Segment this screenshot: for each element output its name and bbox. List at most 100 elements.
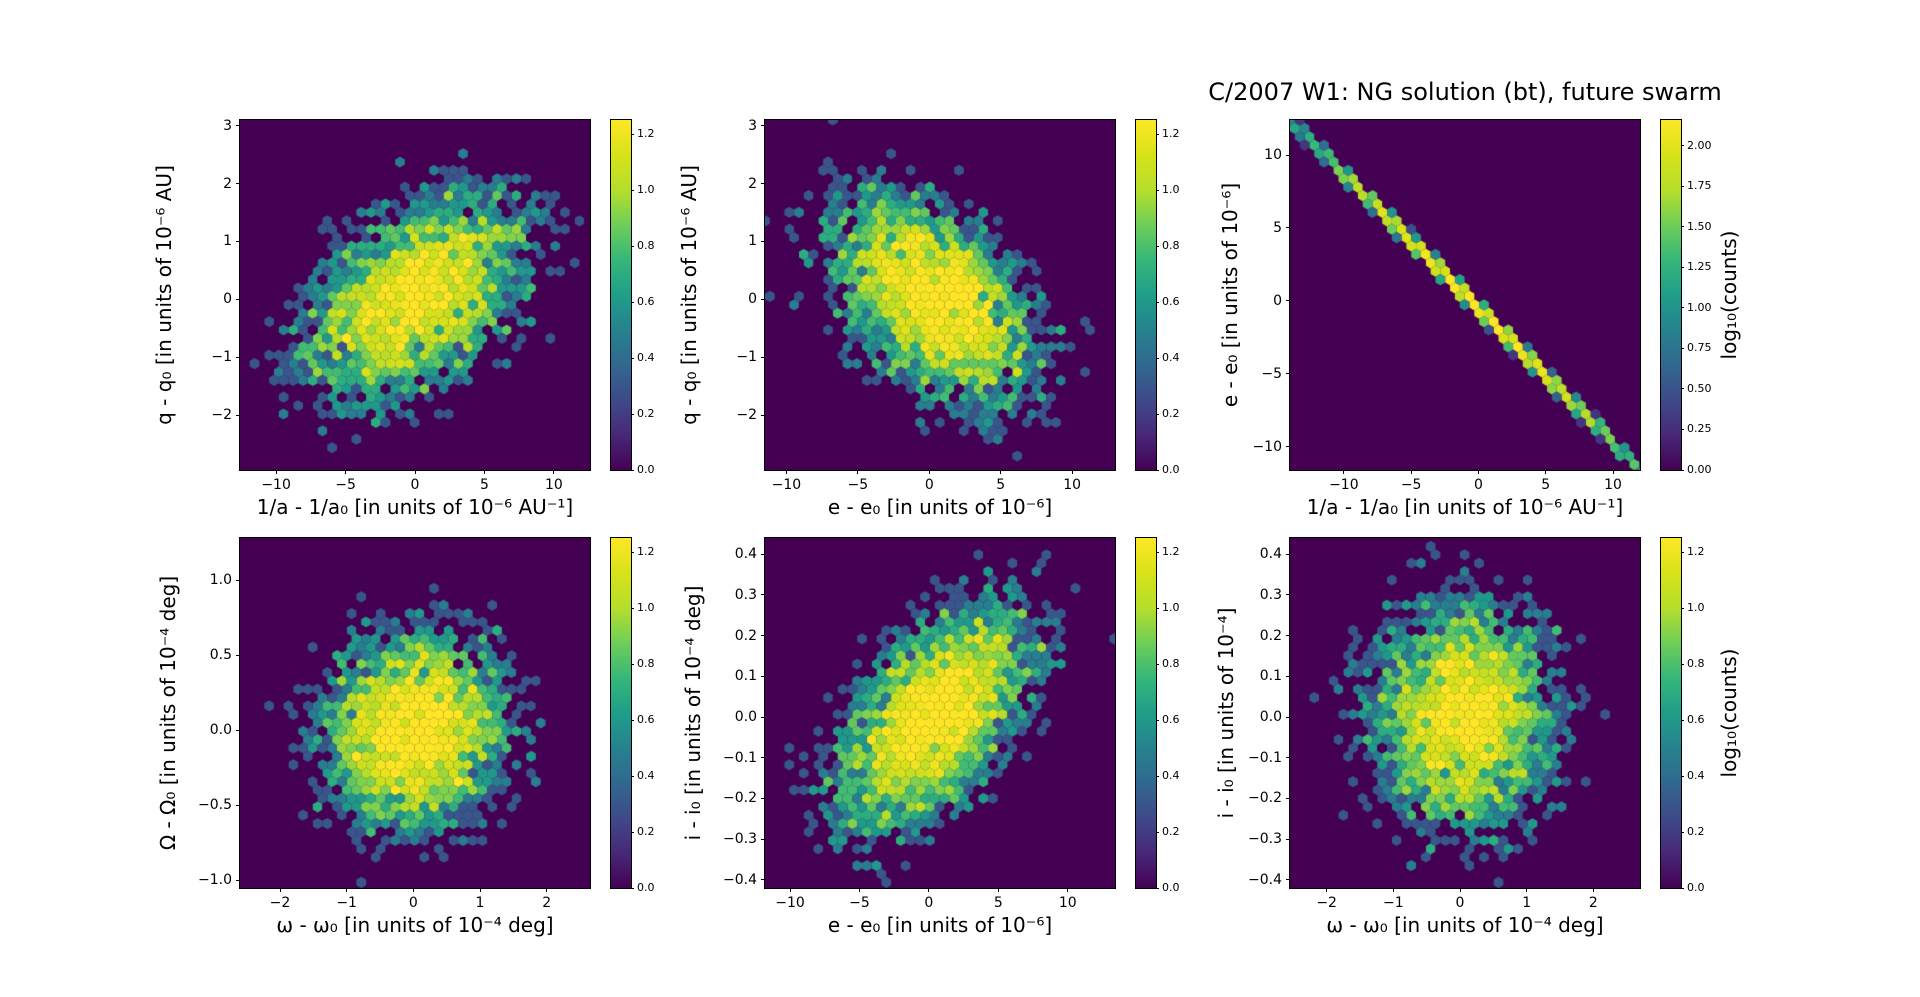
y-tick-label: 1.0	[209, 572, 232, 589]
colorbar-tick-label: 0.6	[1162, 295, 1180, 308]
x-tick-label: 5	[479, 477, 489, 493]
colorbar-tick-mark	[631, 719, 634, 721]
y-tick-mark	[1286, 635, 1290, 637]
x-tick-label: 10	[1063, 477, 1082, 493]
y-tick-label: −0.5	[198, 797, 232, 814]
y-tick-mark	[236, 804, 240, 806]
x-tick-label: −5	[335, 477, 356, 493]
y-tick-label: 5	[1273, 219, 1282, 236]
colorbar-tick-mark	[1156, 551, 1159, 553]
y-tick-mark	[236, 654, 240, 656]
colorbar-tick-label: 1.00	[1687, 300, 1712, 314]
x-tick-mark	[1071, 470, 1073, 474]
colorbar-tick-label: 0.8	[637, 657, 655, 670]
colorbar-tick-label: 1.50	[1687, 219, 1712, 233]
x-tick-label: 1	[475, 895, 485, 911]
y-tick-mark	[1286, 838, 1290, 840]
colorbar-tick-label: 0.0	[1162, 881, 1180, 894]
colorbar-tick-mark	[1681, 663, 1684, 665]
colorbar-tick-mark	[1681, 347, 1684, 349]
x-tick-label: 10	[544, 477, 563, 493]
panel-q-vs-e: −10 −5 0 5 10 3 2 1 0 −1 −2 e - e₀ [in units of 10⁻…	[677, 118, 1180, 519]
colorbar-tick-mark	[631, 413, 634, 415]
y-tick-label: 10	[1264, 147, 1282, 163]
colorbar-tick-label: 0.6	[637, 713, 655, 726]
colorbar-tick-label: 1.0	[1162, 601, 1180, 614]
x-tick-label: 0	[1455, 895, 1465, 911]
x-axis-label: e - e₀ [in units of 10⁻⁶]	[827, 495, 1053, 519]
colorbar-tick-mark	[1156, 413, 1159, 415]
colorbar-tick-label: 0.4	[1162, 769, 1180, 782]
y-axis-label: q - q₀ [in units of 10⁻⁶ AU]	[677, 165, 701, 425]
colorbar-tick-mark	[631, 357, 634, 359]
y-tick-mark	[761, 797, 765, 799]
y-tick-mark	[1286, 446, 1290, 448]
x-tick-mark	[346, 888, 348, 892]
colorbar-tick-label: 1.75	[1687, 179, 1712, 193]
x-tick-label: 10	[1058, 895, 1077, 911]
x-tick-label: 0	[1473, 477, 1483, 493]
x-tick-label: −10	[775, 895, 805, 911]
colorbar	[610, 537, 632, 889]
x-tick-label: 5	[1541, 477, 1551, 493]
colorbar-tick-label: 0.8	[1162, 239, 1180, 252]
y-tick-mark	[236, 879, 240, 881]
colorbar-tick-label: 0.25	[1687, 422, 1712, 436]
y-tick-label: −10	[1252, 438, 1282, 455]
x-axis-label: ω - ω₀ [in units of 10⁻⁴ deg]	[1326, 913, 1604, 937]
y-tick-mark	[236, 125, 240, 127]
y-tick-label: −0.1	[723, 749, 757, 766]
x-tick-mark	[345, 470, 347, 474]
colorbar-label: log₁₀(counts)	[1717, 648, 1741, 778]
y-tick-label: 0	[748, 291, 757, 308]
x-tick-mark	[858, 888, 860, 892]
colorbar-tick-mark	[631, 301, 634, 303]
colorbar-tick-mark	[631, 887, 634, 889]
y-tick-mark	[236, 579, 240, 581]
colorbar-tick-label: 0.4	[637, 351, 655, 364]
y-tick-label: 0.5	[209, 647, 232, 664]
y-tick-mark	[1286, 675, 1290, 677]
x-tick-mark	[1410, 470, 1412, 474]
x-tick-mark	[928, 470, 930, 474]
y-tick-mark	[1286, 373, 1290, 375]
colorbar-tick-mark	[1156, 301, 1159, 303]
x-tick-label: 0	[408, 895, 418, 911]
colorbar-tick-label: 0.6	[637, 295, 655, 308]
colorbar-tick-label: 0.8	[637, 239, 655, 252]
colorbar-tick-label: 0.2	[1687, 825, 1705, 838]
colorbar-tick-label: 0.2	[637, 825, 655, 838]
x-tick-label: −10	[1329, 477, 1359, 493]
x-tick-label: −10	[771, 477, 802, 493]
colorbar-tick-label: 1.0	[1162, 183, 1180, 196]
y-axis-label: e - e₀ [in units of 10⁻⁶]	[1218, 182, 1242, 408]
colorbar-tick-label: 0.2	[1162, 825, 1180, 838]
y-axis-label: Ω - Ω₀ [in units of 10⁻⁴ deg]	[156, 575, 180, 851]
x-tick-mark	[1477, 470, 1479, 474]
colorbar-tick-label: 0.4	[1162, 351, 1180, 364]
colorbar-tick-label: 1.2	[1687, 545, 1705, 558]
y-tick-mark	[1286, 879, 1290, 881]
colorbar-tick-mark	[1681, 428, 1684, 430]
x-axis-label: ω - ω₀ [in units of 10⁻⁴ deg]	[276, 913, 554, 937]
colorbar-tick-label: 1.2	[637, 127, 655, 140]
colorbar	[1135, 119, 1157, 471]
colorbar-tick-label: 0.8	[1687, 657, 1705, 670]
y-tick-mark	[761, 594, 765, 596]
y-tick-mark	[236, 729, 240, 731]
y-tick-label: −1	[211, 349, 232, 366]
colorbar-tick-mark	[631, 245, 634, 247]
y-tick-mark	[1286, 227, 1290, 229]
y-tick-label: 0.0	[209, 722, 232, 739]
x-tick-mark	[412, 888, 414, 892]
x-tick-mark	[483, 470, 485, 474]
y-tick-mark	[761, 240, 765, 242]
x-tick-label: −2	[269, 895, 291, 911]
x-tick-mark	[414, 470, 416, 474]
colorbar-tick-mark	[1156, 607, 1159, 609]
y-tick-label: 0.3	[1259, 586, 1282, 603]
hexbin-plot	[239, 537, 591, 889]
x-tick-mark	[479, 888, 481, 892]
x-tick-mark	[789, 888, 791, 892]
x-tick-mark	[553, 470, 555, 474]
